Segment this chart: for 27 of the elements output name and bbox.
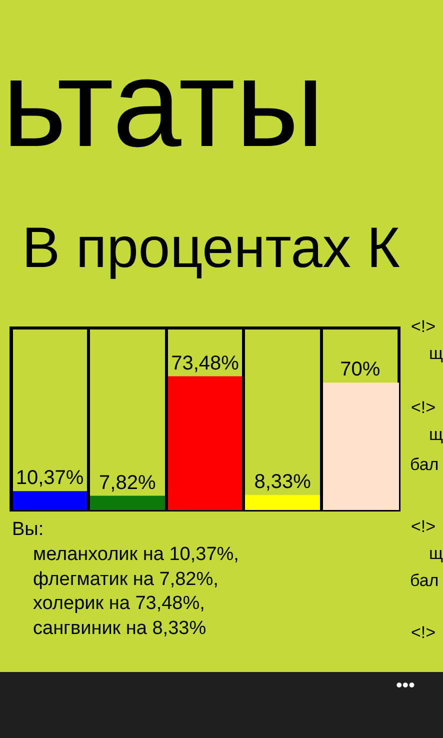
data-label: 8,33%	[254, 470, 312, 493]
text: <!>	[411, 317, 436, 336]
text: холерик на 73,48%,	[33, 593, 205, 614]
bar	[88, 496, 166, 510]
text: бал	[410, 455, 439, 474]
text: щ	[429, 425, 443, 444]
text: Вы:	[12, 519, 44, 540]
text: меланхолик на 10,37%,	[33, 544, 239, 565]
data-label: 10,37%	[16, 467, 84, 490]
text: бал	[410, 571, 439, 590]
text: <!>	[411, 398, 436, 417]
chart-title: ьтаты	[2, 35, 324, 173]
data-label: 7,82%	[99, 472, 156, 494]
text: <!>	[411, 623, 436, 642]
data-label: 70%	[340, 358, 380, 381]
text: флегматик на 7,82%,	[33, 569, 218, 590]
chart-subtitle: В процентах К	[22, 216, 400, 280]
text: •••	[396, 675, 415, 695]
data-label: 73,48%	[171, 352, 240, 374]
bar	[321, 382, 399, 510]
bar	[244, 494, 322, 510]
text: щ	[429, 344, 443, 363]
text: сангвиник на 8,33%	[33, 618, 206, 639]
text: щ	[429, 544, 443, 563]
bar	[166, 376, 244, 510]
text: <!>	[411, 517, 436, 536]
bar	[11, 491, 89, 510]
